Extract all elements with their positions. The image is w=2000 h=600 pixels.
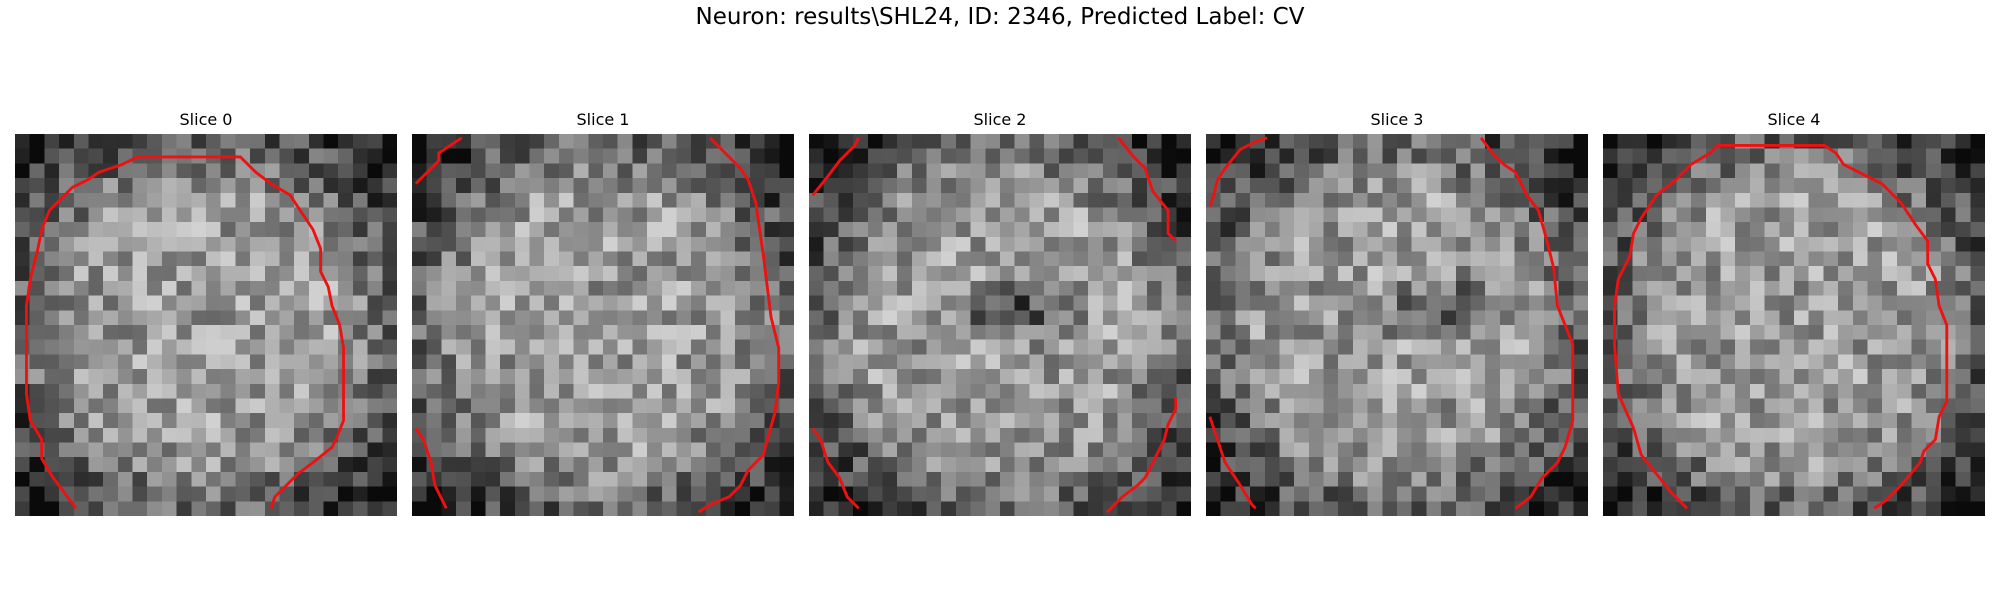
slice-image-1	[412, 134, 794, 516]
slice-image-4	[1603, 134, 1985, 516]
cell-contour-line	[414, 427, 448, 510]
cell-contour-line	[1117, 136, 1177, 242]
cell-contour-line	[25, 155, 345, 510]
slice-title: Slice 0	[179, 110, 233, 129]
cell-contour-line	[414, 136, 463, 185]
pixel-grid	[412, 134, 794, 516]
slice-title: Slice 1	[576, 110, 630, 129]
cell-contour-line	[1105, 397, 1178, 514]
cell-contour-line	[1208, 416, 1257, 510]
cell-contour-line	[1208, 136, 1268, 208]
slice-image-0	[15, 134, 397, 516]
slice-title: Slice 3	[1370, 110, 1424, 129]
cell-contour-line	[1479, 136, 1575, 510]
suptitle: Neuron: results\SHL24, ID: 2346, Predict…	[695, 4, 1305, 30]
cell-contour-line	[1613, 144, 1949, 510]
pixel-grid	[1206, 134, 1588, 516]
slice-title: Slice 2	[973, 110, 1027, 129]
cell-contour-line	[811, 427, 860, 510]
slice-title: Slice 4	[1767, 110, 1821, 129]
cell-contour-line	[811, 137, 860, 197]
slice-image-3	[1206, 134, 1588, 516]
cell-contour-line	[697, 136, 781, 514]
pixel-grid	[1603, 134, 1985, 516]
pixel-grid	[15, 134, 397, 516]
pixel-grid	[809, 134, 1191, 516]
slice-image-2	[809, 134, 1191, 516]
